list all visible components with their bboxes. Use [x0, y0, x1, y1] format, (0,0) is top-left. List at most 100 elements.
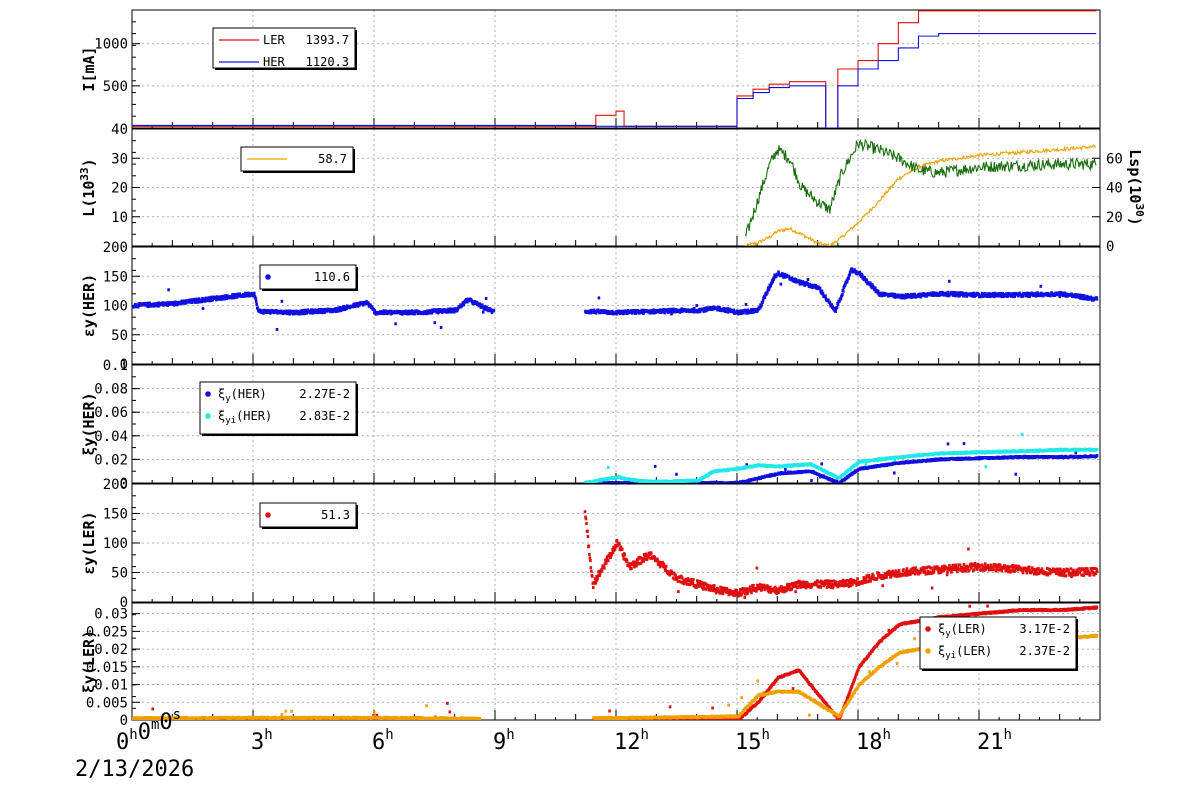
data-point	[671, 310, 674, 314]
y-tick-label: 100	[103, 299, 128, 315]
data-point	[608, 552, 611, 556]
series-line-2	[132, 33, 1097, 128]
data-point	[838, 299, 841, 303]
data-point	[867, 574, 871, 577]
data-point	[380, 309, 384, 313]
data-point	[256, 306, 259, 310]
data-point	[584, 515, 587, 519]
data-point	[245, 292, 249, 295]
data-point	[1028, 294, 1031, 298]
data-point	[628, 565, 631, 569]
data-point	[948, 279, 951, 283]
data-point	[647, 554, 650, 558]
data-point	[448, 310, 452, 314]
data-point	[794, 583, 798, 587]
data-point	[709, 588, 713, 592]
data-point	[755, 589, 758, 593]
data-point	[607, 559, 610, 563]
data-point	[1058, 295, 1061, 299]
legend-value: 1393.7	[306, 33, 349, 47]
data-point	[1011, 292, 1015, 296]
data-point	[837, 583, 840, 587]
data-point	[841, 578, 845, 582]
y2-axis-label-sup: 30	[1133, 203, 1146, 216]
data-point	[1020, 432, 1024, 436]
data-point	[834, 581, 838, 584]
data-layer	[583, 510, 1099, 599]
data-point	[892, 295, 895, 299]
data-point	[291, 310, 294, 314]
data-point	[622, 557, 626, 561]
panel-frame	[131, 246, 1101, 365]
data-point	[755, 566, 759, 570]
data-point	[785, 586, 789, 590]
legend-name: LER	[263, 33, 285, 47]
data-point	[720, 589, 723, 593]
data-point	[669, 309, 673, 313]
data-point	[773, 585, 777, 589]
data-point	[280, 299, 284, 303]
data-point	[697, 582, 701, 586]
data-point	[604, 558, 607, 562]
data-point	[1070, 292, 1074, 296]
data-point	[824, 294, 827, 298]
data-point	[749, 310, 753, 314]
data-point	[673, 577, 676, 581]
data-point	[946, 290, 950, 294]
data-point	[757, 584, 760, 587]
data-point	[472, 302, 475, 306]
data-point	[880, 576, 884, 580]
data-point	[674, 310, 678, 314]
data-point	[830, 579, 834, 583]
data-point	[847, 584, 851, 588]
y-axis-label-tail: )	[80, 158, 98, 167]
data-point	[831, 583, 834, 586]
data-point	[676, 575, 679, 579]
data-point	[713, 584, 716, 588]
data-point	[1095, 297, 1099, 301]
data-point	[944, 291, 947, 295]
data-point	[693, 307, 696, 311]
legend-box	[212, 27, 356, 69]
data-point	[832, 579, 836, 583]
data-point	[304, 308, 308, 312]
data-point	[1049, 293, 1053, 297]
data-point	[742, 311, 745, 315]
data-point	[595, 578, 599, 582]
data-point	[633, 565, 636, 569]
data-point	[428, 311, 431, 315]
data-point	[961, 292, 965, 296]
data-point	[718, 306, 722, 310]
data-point	[879, 574, 883, 578]
legend-value: 110.6	[314, 270, 350, 284]
data-point	[690, 578, 693, 581]
data-point	[219, 297, 222, 301]
data-point	[313, 308, 317, 312]
data-point	[880, 291, 883, 295]
data-point	[656, 563, 660, 566]
data-point	[787, 587, 791, 591]
data-point	[991, 294, 994, 298]
data-point	[721, 591, 725, 595]
data-layer	[132, 10, 1097, 128]
data-point	[203, 299, 207, 303]
data-point	[834, 310, 837, 313]
data-point	[230, 296, 234, 300]
data-point	[781, 272, 784, 276]
data-point	[611, 548, 614, 551]
data-point	[698, 310, 702, 314]
data-point	[1014, 472, 1018, 476]
data-point	[960, 293, 963, 297]
data-point	[586, 529, 589, 533]
data-point	[254, 297, 258, 301]
data-point	[618, 542, 621, 546]
data-point	[607, 310, 611, 314]
data-point	[864, 577, 868, 580]
data-point	[883, 572, 887, 575]
data-point	[706, 586, 710, 590]
y-tick-label: 0.02	[94, 452, 128, 468]
data-point	[863, 275, 866, 279]
y2-tick-label: 20	[1106, 210, 1123, 226]
data-point	[774, 275, 778, 278]
